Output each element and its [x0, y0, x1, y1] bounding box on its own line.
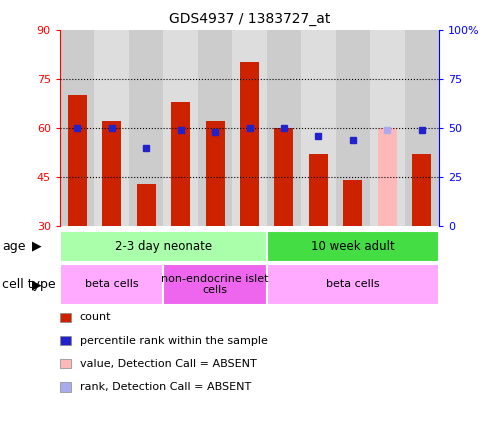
Bar [60, 264, 163, 305]
Bar [274, 128, 293, 226]
Bar [60, 231, 267, 262]
Bar [267, 30, 301, 226]
Text: value, Detection Call = ABSENT: value, Detection Call = ABSENT [80, 359, 256, 369]
Bar [206, 121, 225, 226]
Bar [267, 264, 439, 305]
Text: cell type: cell type [2, 278, 56, 291]
Bar [232, 30, 267, 226]
Bar [378, 128, 397, 226]
Text: rank, Detection Call = ABSENT: rank, Detection Call = ABSENT [80, 382, 251, 392]
Bar [163, 30, 198, 226]
Text: beta cells: beta cells [326, 280, 380, 289]
Bar [336, 30, 370, 226]
Bar [412, 154, 431, 226]
Bar [171, 102, 190, 226]
Bar [343, 180, 362, 226]
Bar [240, 62, 259, 226]
Bar [137, 184, 156, 226]
Text: ▶: ▶ [32, 240, 42, 253]
Bar [68, 95, 87, 226]
Bar [301, 30, 336, 226]
Bar [94, 30, 129, 226]
Text: 2-3 day neonate: 2-3 day neonate [115, 240, 212, 253]
Bar [163, 264, 267, 305]
Bar [370, 30, 405, 226]
Bar [129, 30, 163, 226]
Title: GDS4937 / 1383727_at: GDS4937 / 1383727_at [169, 12, 330, 26]
Text: percentile rank within the sample: percentile rank within the sample [80, 335, 268, 346]
Text: beta cells: beta cells [85, 280, 138, 289]
Text: ▶: ▶ [32, 278, 42, 291]
Bar [102, 121, 121, 226]
Bar [405, 30, 439, 226]
Bar [198, 30, 232, 226]
Bar [60, 30, 94, 226]
Text: age: age [2, 240, 26, 253]
Text: non-endocrine islet
cells: non-endocrine islet cells [161, 274, 269, 295]
Text: 10 week adult: 10 week adult [311, 240, 395, 253]
Bar [267, 231, 439, 262]
Bar [309, 154, 328, 226]
Text: count: count [80, 312, 111, 322]
